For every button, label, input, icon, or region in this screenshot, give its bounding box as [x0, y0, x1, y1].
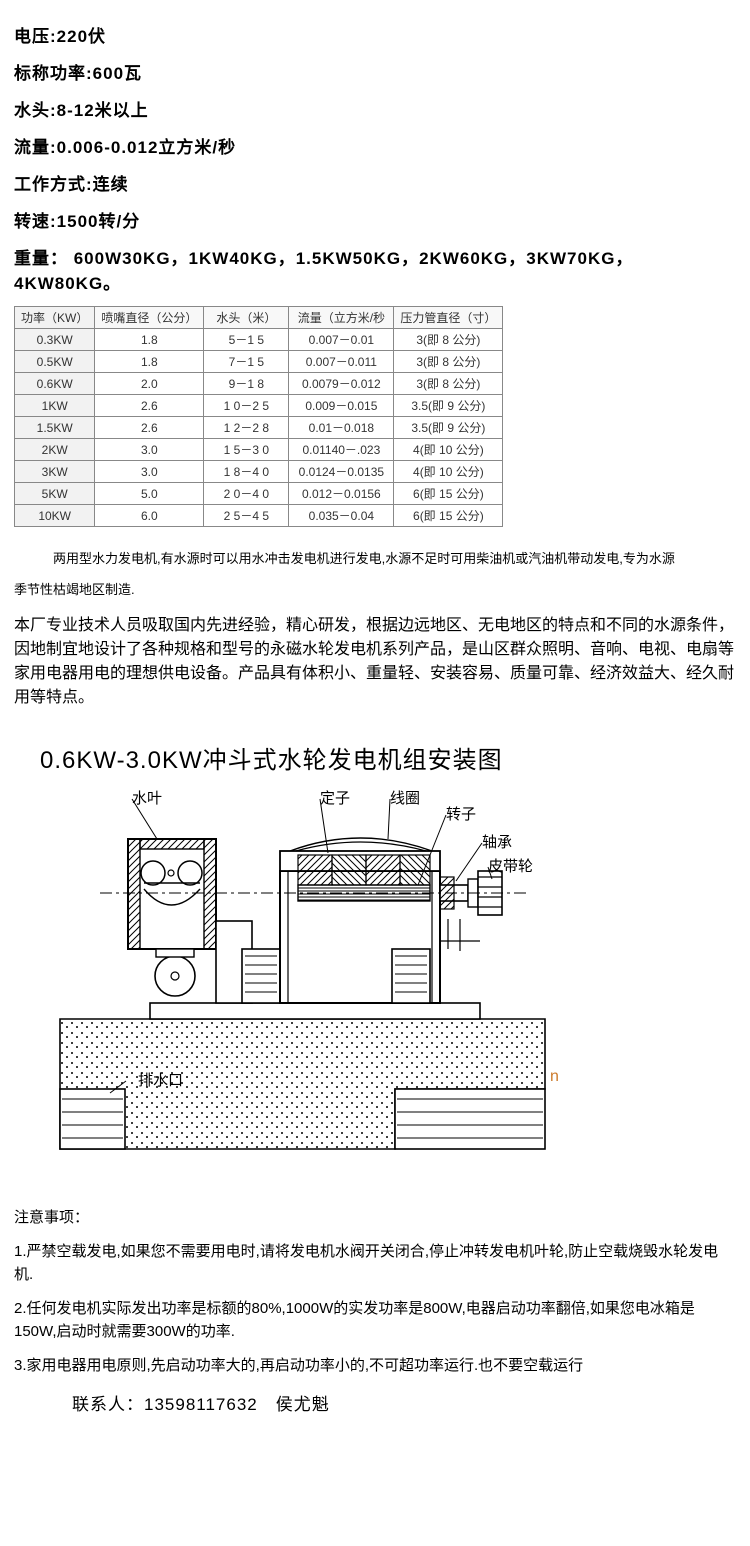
table-cell: 1.5KW	[15, 417, 95, 439]
spec-table: 功率（KW）喷嘴直径（公分）水头（米）流量（立方米/秒压力管直径（寸）0.3KW…	[14, 306, 503, 527]
table-cell: 1.8	[95, 329, 204, 351]
table-cell: 0.3KW	[15, 329, 95, 351]
diagram-label: 排水口	[138, 1072, 183, 1089]
intro-paragraph-1b: 季节性枯竭地区制造.	[14, 578, 736, 603]
diagram-label: 转子	[446, 806, 476, 823]
intro-paragraph-2: 本厂专业技术人员吸取国内先进经验，精心研发，根据边远地区、无电地区的特点和不同的…	[14, 614, 736, 710]
table-cell: 3(即 8 公分)	[394, 351, 503, 373]
table-cell: 0.6KW	[15, 373, 95, 395]
table-row: 0.6KW2.09－1 80.0079－0.0123(即 8 公分)	[15, 373, 503, 395]
table-cell: 1 0－2 5	[204, 395, 289, 417]
table-cell: 4(即 10 公分)	[394, 439, 503, 461]
table-cell: 2KW	[15, 439, 95, 461]
diagram-label: 轴承	[482, 834, 512, 851]
diagram-label: 水叶	[132, 790, 162, 807]
spec-row: 水头:8-12米以上	[14, 96, 736, 121]
table-cell: 1KW	[15, 395, 95, 417]
table-cell: 9－1 8	[204, 373, 289, 395]
table-cell: 5.0	[95, 483, 204, 505]
table-cell: 2.0	[95, 373, 204, 395]
spec-row: 电压:220伏	[14, 22, 736, 47]
intro-paragraph-1: 两用型水力发电机,有水源时可以用水冲击发电机进行发电,水源不足时可用柴油机或汽油…	[14, 547, 736, 572]
table-cell: 1 5－3 0	[204, 439, 289, 461]
table-row: 5KW5.02 0－4 00.012－0.01566(即 15 公分)	[15, 483, 503, 505]
diagram-label: 皮带轮	[488, 858, 533, 875]
table-cell: 0.007－0.01	[289, 329, 394, 351]
table-cell: 0.035－0.04	[289, 505, 394, 527]
table-cell: 3(即 8 公分)	[394, 329, 503, 351]
contact-line: 联系人：13598117632 侯尤魁	[72, 1390, 736, 1415]
table-cell: 0.007－0.011	[289, 351, 394, 373]
table-cell: 3(即 8 公分)	[394, 373, 503, 395]
table-row: 3KW3.01 8－4 00.0124－0.01354(即 10 公分)	[15, 461, 503, 483]
table-cell: 2.6	[95, 417, 204, 439]
table-cell: 0.5KW	[15, 351, 95, 373]
notes-title: 注意事项：	[14, 1206, 736, 1227]
watermark: n	[550, 1068, 559, 1085]
spec-row: 转速:1500转/分	[14, 207, 736, 232]
spec-table-wrap: 功率（KW）喷嘴直径（公分）水头（米）流量（立方米/秒压力管直径（寸）0.3KW…	[14, 306, 736, 527]
table-cell: 0.009－0.015	[289, 395, 394, 417]
note-item: 2.任何发电机实际发出功率是标额的80%,1000W的实发功率是800W,电器启…	[14, 1298, 736, 1343]
table-cell: 4(即 10 公分)	[394, 461, 503, 483]
table-header-cell: 功率（KW）	[15, 307, 95, 329]
diagram-label: 定子	[320, 790, 350, 807]
diagram: 水叶 定子 线圈转子轴承皮带轮排水口 n	[40, 781, 600, 1156]
table-cell: 3KW	[15, 461, 95, 483]
table-cell: 10KW	[15, 505, 95, 527]
table-cell: 6(即 15 公分)	[394, 505, 503, 527]
table-cell: 1.8	[95, 351, 204, 373]
table-cell: 0.01－0.018	[289, 417, 394, 439]
table-cell: 0.01140－.023	[289, 439, 394, 461]
table-cell: 2.6	[95, 395, 204, 417]
table-row: 0.3KW1.85－1 50.007－0.013(即 8 公分)	[15, 329, 503, 351]
diagram-label: 线圈	[390, 790, 420, 807]
table-cell: 3.5(即 9 公分)	[394, 395, 503, 417]
note-item: 3.家用电器用电原则,先启动功率大的,再启动功率小的,不可超功率运行.也不要空载…	[14, 1355, 736, 1378]
note-item: 1.严禁空载发电,如果您不需要用电时,请将发电机水阀开关闭合,停止冲转发电机叶轮…	[14, 1241, 736, 1286]
table-row: 2KW3.01 5－3 00.01140－.0234(即 10 公分)	[15, 439, 503, 461]
table-cell: 6.0	[95, 505, 204, 527]
table-cell: 3.5(即 9 公分)	[394, 417, 503, 439]
spec-row: 重量： 600W30KG，1KW40KG，1.5KW50KG，2KW60KG，3…	[14, 244, 736, 294]
table-cell: 1 8－4 0	[204, 461, 289, 483]
spec-row: 流量:0.006-0.012立方米/秒	[14, 133, 736, 158]
table-header-cell: 流量（立方米/秒	[289, 307, 394, 329]
table-row: 1KW2.61 0－2 50.009－0.0153.5(即 9 公分)	[15, 395, 503, 417]
table-cell: 7－1 5	[204, 351, 289, 373]
table-cell: 6(即 15 公分)	[394, 483, 503, 505]
table-cell: 3.0	[95, 461, 204, 483]
table-cell: 0.0124－0.0135	[289, 461, 394, 483]
table-cell: 3.0	[95, 439, 204, 461]
table-cell: 0.012－0.0156	[289, 483, 394, 505]
table-cell: 1 2－2 8	[204, 417, 289, 439]
spec-row: 工作方式:连续	[14, 170, 736, 195]
table-row: 10KW6.02 5－4 50.035－0.046(即 15 公分)	[15, 505, 503, 527]
table-row: 0.5KW1.87－1 50.007－0.0113(即 8 公分)	[15, 351, 503, 373]
table-cell: 2 5－4 5	[204, 505, 289, 527]
table-cell: 5－1 5	[204, 329, 289, 351]
table-cell: 0.0079－0.012	[289, 373, 394, 395]
table-row: 1.5KW2.61 2－2 80.01－0.0183.5(即 9 公分)	[15, 417, 503, 439]
table-cell: 2 0－4 0	[204, 483, 289, 505]
diagram-title: 0.6KW-3.0KW冲斗式水轮发电机组安装图	[40, 740, 736, 775]
table-header-cell: 压力管直径（寸）	[394, 307, 503, 329]
table-cell: 5KW	[15, 483, 95, 505]
spec-row: 标称功率:600瓦	[14, 59, 736, 84]
table-header-cell: 水头（米）	[204, 307, 289, 329]
table-header-cell: 喷嘴直径（公分）	[95, 307, 204, 329]
